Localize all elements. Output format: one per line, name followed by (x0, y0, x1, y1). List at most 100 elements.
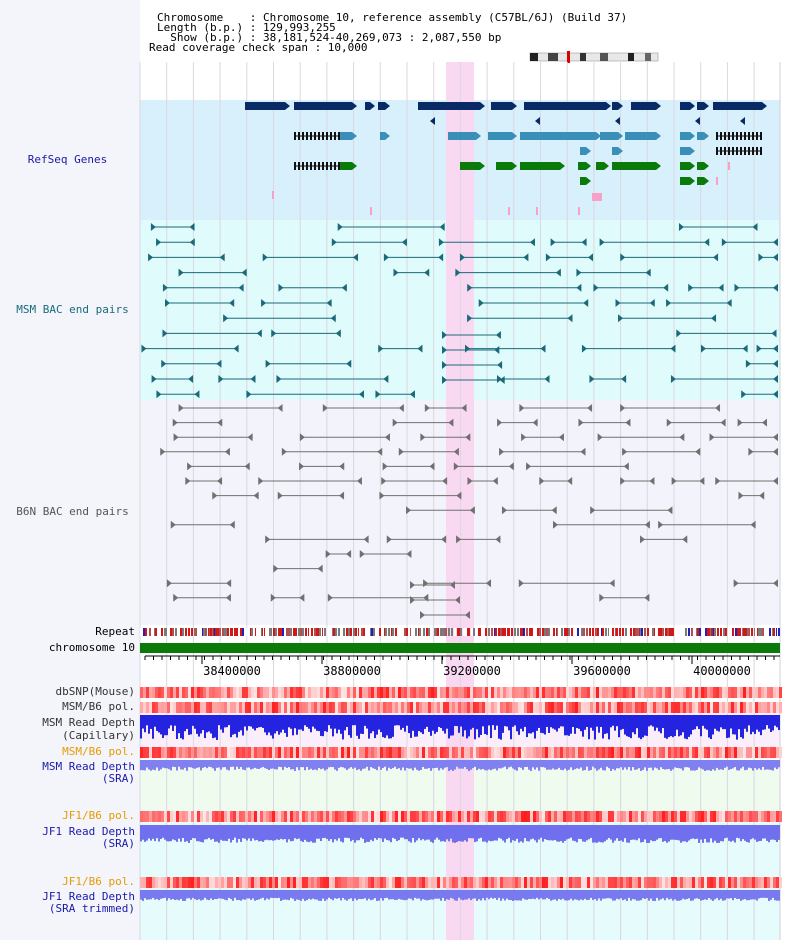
repeat-element (275, 628, 277, 636)
jf1-sra-depth-bar (612, 825, 614, 843)
jf1-sra-depth-bar (226, 825, 228, 842)
msm-cap-depth-bar (214, 715, 216, 738)
jf1-sra-depth-bar (574, 825, 576, 842)
jf1-sra-depth-bar (302, 825, 304, 843)
msm-cap-depth-bar (372, 715, 374, 732)
jf1-b6-pol-heat-cell (239, 811, 242, 822)
jf1-b6-pol-heat-cell (680, 811, 683, 822)
jf1-trim-depth-bar (750, 890, 752, 900)
jf1-trim-depth-bar (338, 890, 340, 899)
bac-end-marker (322, 404, 328, 412)
msm-sra-depth-bar (554, 760, 556, 770)
dbsnp-heat-cell (155, 687, 158, 698)
bac-end-marker (331, 238, 337, 247)
track-label-msm-bac[interactable]: MSM BAC end pairs (16, 303, 129, 316)
msm-sra-depth-bar (484, 760, 486, 771)
track-label-msm-depth-cap-1[interactable]: MSM Read Depth (42, 716, 135, 729)
repeat-element (473, 628, 475, 636)
msm-cap-depth-bar (766, 715, 768, 726)
msm-cap-depth-bar (670, 715, 672, 737)
msm-sra-depth-bar (716, 760, 718, 768)
jf1-trim-depth-bar (490, 890, 492, 898)
msm-sra-depth-bar (652, 760, 654, 771)
msm-sra-depth-bar (588, 760, 590, 771)
bac-end-marker (383, 253, 389, 262)
msm-b6-pol-heat-cell (248, 702, 251, 713)
jf1-b6-pol2-heat-cell (413, 877, 416, 888)
repeat-element (589, 628, 591, 636)
jf1-b6-pol-heat-cell (263, 811, 266, 822)
track-label-dbsnp[interactable]: dbSNP(Mouse) (55, 685, 135, 698)
jf1-sra-depth-bar (348, 825, 350, 839)
jf1-trim-depth-bar (638, 890, 640, 901)
msm-cap-depth-bar (488, 715, 490, 726)
jf1-b6-pol2-heat-cell (530, 877, 533, 888)
jf1-sra-depth-bar (746, 825, 748, 843)
msm-sra-depth-bar (646, 760, 648, 771)
jf1-sra-depth-bar (490, 825, 492, 842)
track-label-jf1-b6-pol[interactable]: JF1/B6 pol. (62, 809, 135, 822)
msm-b6-pol-heat-cell (419, 702, 422, 713)
msm-b6-pol-heat-cell (533, 702, 536, 713)
bac-end-marker (715, 404, 721, 412)
bac-end-marker (173, 433, 179, 442)
track-label-jf1-depth-sra-1[interactable]: JF1 Read Depth (42, 825, 135, 838)
msm-cap-depth-bar (190, 715, 192, 735)
msm-b6-pol-heat-cell (230, 702, 233, 713)
gene-exon (318, 132, 320, 140)
heatmap-tracks[interactable] (140, 687, 782, 888)
msm-b6-pol-heat-cell (368, 702, 371, 713)
jf1-trim-depth-bar (474, 890, 476, 899)
msm-cap-depth-bar (706, 715, 708, 730)
b6n-bac-end-pairs[interactable] (160, 404, 778, 619)
msm-cap-depth-bar (756, 715, 758, 730)
refseq-gene-features[interactable] (245, 102, 767, 215)
msm-cap-depth-bar (386, 715, 388, 736)
track-label-jf1-depth-trim-1[interactable]: JF1 Read Depth (42, 890, 135, 903)
track-label-msm-b6-pol-2[interactable]: MSM/B6 pol. (62, 745, 135, 758)
msm-b6-pol2-heat-cell (701, 747, 704, 758)
gene-exon (322, 162, 324, 170)
jf1-b6-pol-heat-cell (677, 811, 680, 822)
repeat-element (437, 628, 439, 636)
jf1-b6-pol2-heat-cell (215, 877, 218, 888)
jf1-sra-depth-bar (148, 825, 150, 839)
msm-bac-end-pairs[interactable] (141, 223, 778, 399)
msm-sra-depth-bar (318, 760, 320, 769)
repeat-track[interactable] (140, 628, 780, 636)
msm-sra-depth-bar (594, 760, 596, 769)
msm-b6-pol2-heat-cell (176, 747, 179, 758)
msm-sra-depth-bar (754, 760, 756, 769)
track-label-refseq[interactable]: RefSeq Genes (27, 153, 108, 166)
dbsnp-heat-cell (719, 687, 722, 698)
chromosome-ideogram[interactable] (529, 51, 659, 63)
jf1-trim-depth-bar (566, 890, 568, 901)
msm-cap-depth-bar (326, 715, 328, 732)
msm-b6-pol2-heat-cell (404, 747, 407, 758)
msm-b6-pol2-heat-cell (656, 747, 659, 758)
track-label-jf1-b6-pol-2[interactable]: JF1/B6 pol. (62, 875, 135, 888)
jf1-trim-depth-bar (396, 890, 398, 900)
msm-cap-depth-bar (356, 715, 358, 736)
jf1-b6-pol2-heat-cell (176, 877, 179, 888)
jf1-b6-pol2-heat-cell (773, 877, 776, 888)
msm-b6-pol2-heat-cell (452, 747, 455, 758)
jf1-sra-depth-bar (562, 825, 564, 843)
repeat-element (694, 628, 696, 636)
bac-end-marker (667, 506, 673, 515)
read-depth-tracks[interactable] (140, 715, 780, 901)
msm-cap-depth-bar (496, 715, 498, 726)
jf1-trim-depth-bar (252, 890, 254, 899)
jf1-b6-pol-heat-cell (278, 811, 281, 822)
msm-cap-depth-bar (314, 715, 316, 729)
jf1-trim-depth-bar (302, 890, 304, 899)
jf1-trim-depth-bar (314, 890, 316, 900)
jf1-trim-depth-bar (178, 890, 180, 901)
track-label-msm-b6-pol[interactable]: MSM/B6 pol. (62, 700, 135, 713)
track-label-msm-depth-sra-1[interactable]: MSM Read Depth (42, 760, 135, 773)
jf1-b6-pol2-heat-cell (404, 877, 407, 888)
repeat-element (778, 628, 780, 636)
msm-sra-depth-bar (584, 760, 586, 771)
track-label-b6n-bac[interactable]: B6N BAC end pairs (16, 505, 129, 518)
